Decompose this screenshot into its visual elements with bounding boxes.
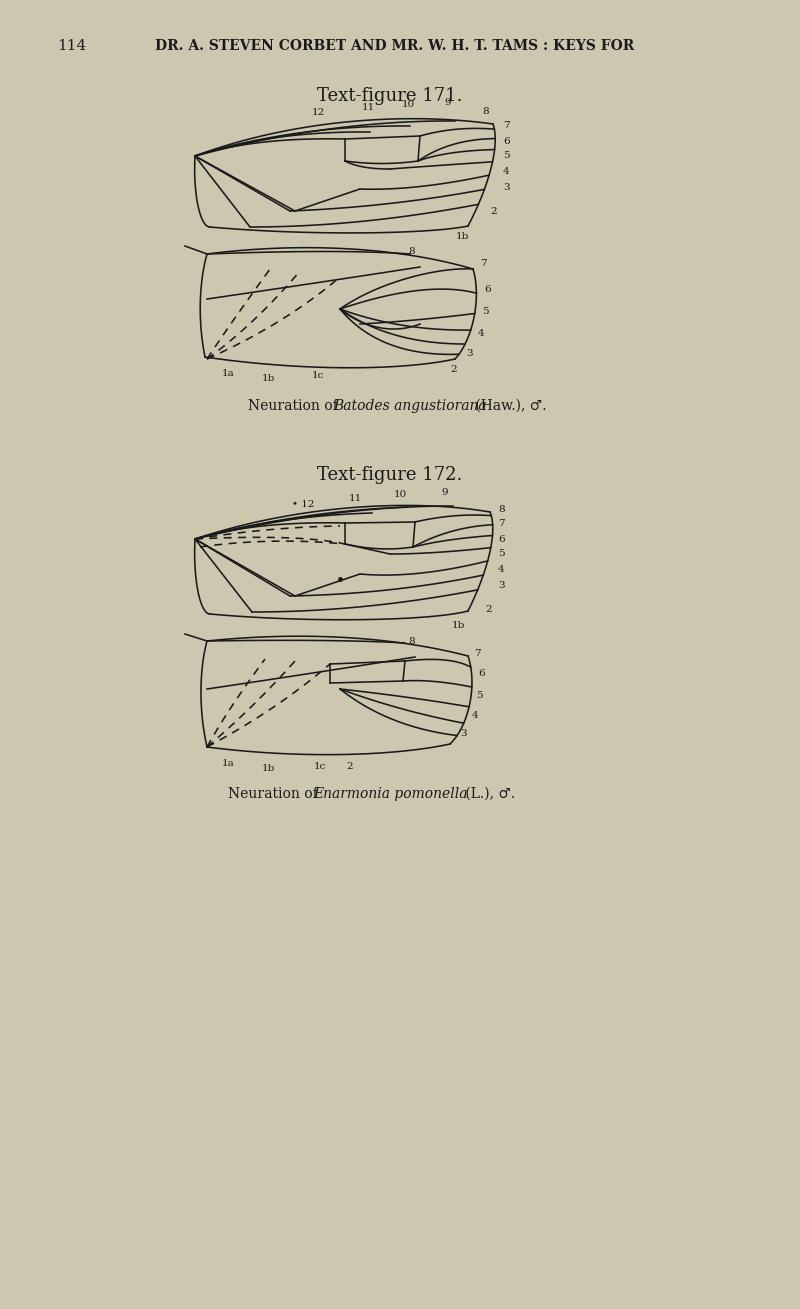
Text: 6: 6 <box>484 284 490 293</box>
Text: 5: 5 <box>503 152 510 161</box>
Text: 12: 12 <box>311 109 325 117</box>
Text: 11: 11 <box>362 103 374 113</box>
Text: Text-figure 172.: Text-figure 172. <box>318 466 462 484</box>
Text: Neuration of: Neuration of <box>248 399 342 414</box>
Text: 5: 5 <box>482 306 489 315</box>
Text: 3: 3 <box>503 182 510 191</box>
Text: 1b: 1b <box>451 620 465 630</box>
Text: 7: 7 <box>480 259 486 268</box>
Text: 5: 5 <box>476 691 482 699</box>
Text: 2: 2 <box>450 364 457 373</box>
Text: 4: 4 <box>503 166 510 175</box>
Text: 3: 3 <box>498 581 505 590</box>
Text: 4: 4 <box>498 564 505 573</box>
Text: 7: 7 <box>503 122 510 131</box>
Text: 6: 6 <box>498 534 505 543</box>
Text: 4: 4 <box>478 329 485 338</box>
Text: 1b: 1b <box>262 374 274 384</box>
Text: 11: 11 <box>348 493 362 503</box>
Text: 1a: 1a <box>222 369 234 378</box>
Text: 1c: 1c <box>312 370 324 380</box>
Text: 7: 7 <box>498 520 505 529</box>
Text: 3: 3 <box>460 729 466 738</box>
Text: Enarmonia pomonella: Enarmonia pomonella <box>313 787 467 801</box>
Text: 8: 8 <box>482 106 489 115</box>
Text: 5: 5 <box>498 550 505 559</box>
Text: 6: 6 <box>478 669 485 678</box>
Text: 10: 10 <box>402 99 414 109</box>
Text: 1c: 1c <box>314 762 326 771</box>
Text: 2: 2 <box>485 605 492 614</box>
Text: 3: 3 <box>466 350 473 359</box>
Text: 2: 2 <box>346 762 354 771</box>
Text: 8: 8 <box>498 504 505 513</box>
Text: 1b: 1b <box>262 764 274 774</box>
Text: Text-figure 171.: Text-figure 171. <box>318 86 462 105</box>
Text: (Haw.), ♂.: (Haw.), ♂. <box>471 399 546 414</box>
Text: (L.), ♂.: (L.), ♂. <box>461 787 515 801</box>
Text: 7: 7 <box>474 648 481 657</box>
Text: DR. A. STEVEN CORBET AND MR. W. H. T. TAMS : KEYS FOR: DR. A. STEVEN CORBET AND MR. W. H. T. TA… <box>155 39 634 52</box>
Text: 4: 4 <box>472 711 478 720</box>
Text: 8: 8 <box>408 636 414 645</box>
Text: 8: 8 <box>408 246 414 255</box>
Text: Neuration of: Neuration of <box>228 787 322 801</box>
Text: 1a: 1a <box>222 759 234 768</box>
Text: 6: 6 <box>503 136 510 145</box>
Text: • 12: • 12 <box>292 500 314 509</box>
Text: Batodes angustiorana: Batodes angustiorana <box>333 399 486 414</box>
Text: 2: 2 <box>490 208 497 216</box>
Text: 1b: 1b <box>455 232 469 241</box>
Text: 9: 9 <box>442 488 448 497</box>
Text: 9: 9 <box>445 98 451 107</box>
Text: 114: 114 <box>57 39 86 52</box>
Text: 10: 10 <box>394 490 406 499</box>
